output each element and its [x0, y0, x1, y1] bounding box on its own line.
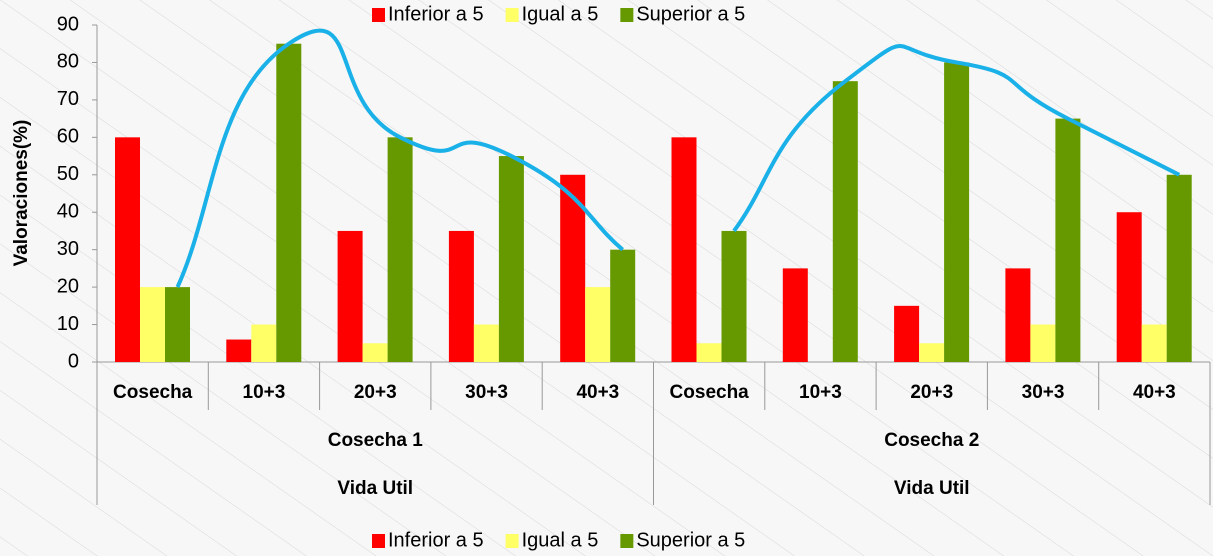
group-label: Cosecha 1	[328, 430, 423, 451]
bar	[115, 137, 140, 362]
bar	[276, 44, 301, 362]
bar	[894, 306, 919, 362]
bar	[165, 287, 190, 362]
bar	[560, 175, 585, 362]
bar	[449, 231, 474, 362]
x-tick-label: 10+3	[799, 382, 842, 403]
legend-swatch	[620, 8, 633, 22]
bar	[499, 156, 524, 362]
x-tick-label: 40+3	[1133, 382, 1176, 403]
x-tick-label: 20+3	[910, 382, 953, 403]
y-tick-label: 70	[57, 88, 79, 110]
legend-swatch	[620, 534, 633, 548]
legend-label: Inferior a 5	[388, 3, 484, 25]
bar	[363, 343, 388, 362]
bar	[944, 62, 969, 362]
legend-swatch	[372, 8, 385, 22]
bar	[1005, 268, 1030, 362]
legend-swatch	[372, 534, 385, 548]
bar	[1030, 325, 1055, 362]
chart: Valoraciones(%) 0 10 20 30 40 50 60 70 80 90 Cosec…	[0, 0, 1213, 556]
y-tick-label: 90	[57, 13, 79, 35]
page: {"chart_data": { "type": "bar", "y_label…	[0, 0, 1213, 556]
legend-swatch	[506, 8, 519, 22]
bar	[338, 231, 363, 362]
bar	[140, 287, 165, 362]
x-tick-label: 30+3	[1022, 382, 1065, 403]
bar	[919, 343, 944, 362]
x-tick-label: 40+3	[576, 382, 619, 403]
bar	[697, 343, 722, 362]
x-tick-label: Cosecha	[670, 382, 750, 403]
x-tick-label: Cosecha	[113, 382, 193, 403]
x-tick-label: 10+3	[243, 382, 286, 403]
y-tick-label: 60	[57, 126, 79, 148]
bar	[1055, 119, 1080, 362]
bar	[585, 287, 610, 362]
bar	[251, 325, 276, 362]
y-tick-label: 10	[57, 313, 79, 335]
y-tick-label: 20	[57, 275, 79, 297]
y-tick-label: 50	[57, 163, 79, 185]
bar	[388, 137, 413, 362]
bar	[474, 325, 499, 362]
group-sublabel: Vida Util	[894, 478, 970, 499]
y-tick-label: 40	[57, 201, 79, 223]
legend-label: Igual a 5	[522, 3, 599, 25]
x-tick-label: 30+3	[465, 382, 508, 403]
y-tick-label: 0	[68, 350, 79, 372]
bar	[610, 250, 635, 362]
legend-label: Superior a 5	[636, 3, 745, 25]
bar	[722, 231, 747, 362]
legend-label: Igual a 5	[522, 529, 599, 551]
bar	[672, 137, 697, 362]
y-tick-label: 80	[57, 51, 79, 73]
legend-label: Superior a 5	[636, 529, 745, 551]
y-axis-title: Valoraciones(%)	[11, 120, 32, 267]
bar	[1117, 212, 1142, 362]
group-sublabel: Vida Util	[337, 478, 413, 499]
bar	[1142, 325, 1167, 362]
bar	[1167, 175, 1192, 362]
bar	[833, 81, 858, 362]
y-tick-label: 30	[57, 238, 79, 260]
group-label: Cosecha 2	[884, 430, 979, 451]
bar	[783, 268, 808, 362]
x-tick-label: 20+3	[354, 382, 397, 403]
bar	[226, 340, 251, 362]
legend-swatch	[506, 534, 519, 548]
legend-label: Inferior a 5	[388, 529, 484, 551]
